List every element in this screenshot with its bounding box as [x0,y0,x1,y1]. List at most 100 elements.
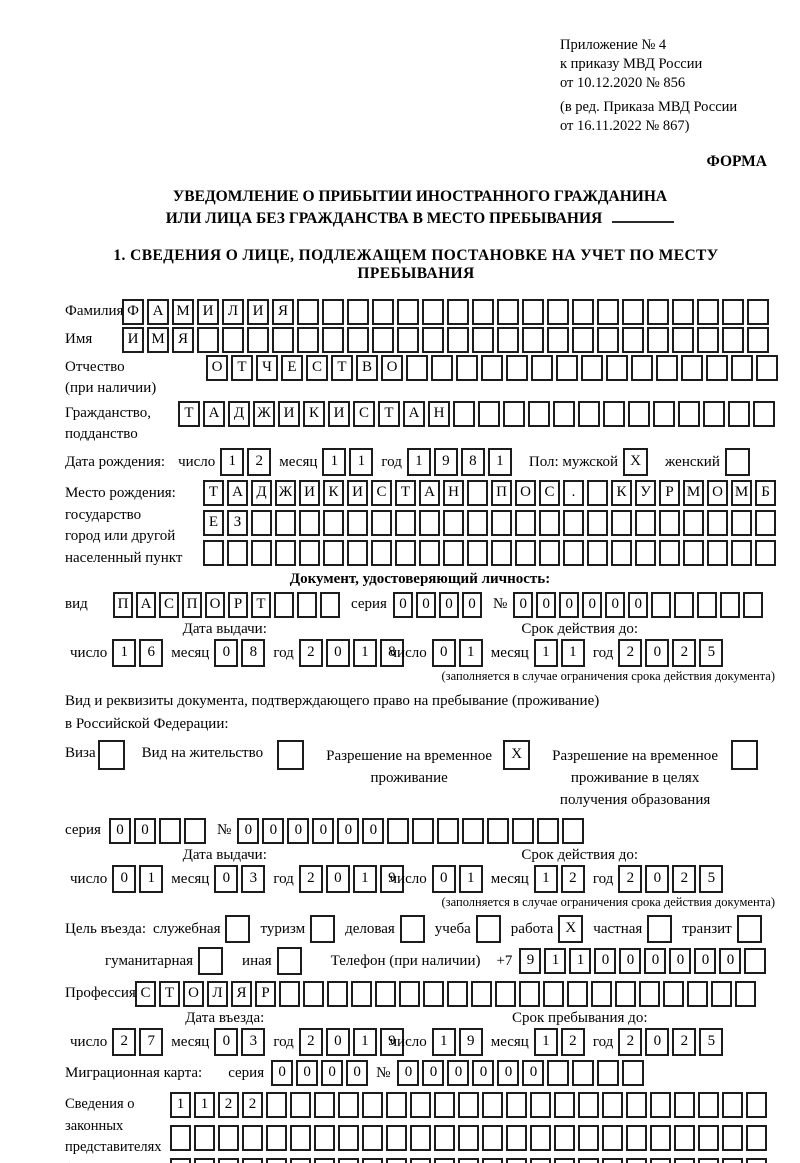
char-cell[interactable]: К [611,480,632,506]
char-cell[interactable] [495,981,516,1007]
day-cell[interactable]: 1 [458,639,483,667]
char-cell[interactable]: 0 [296,1060,319,1086]
month-cell[interactable]: 0 [214,1028,239,1056]
char-cell[interactable] [556,355,578,381]
char-cell[interactable] [755,510,776,536]
char-cell[interactable]: Ч [256,355,278,381]
char-cell[interactable] [322,299,344,325]
char-cell[interactable] [647,299,669,325]
char-cell[interactable] [622,1060,645,1086]
char-cell[interactable] [628,401,650,427]
char-cell[interactable] [530,1158,551,1163]
char-cell[interactable]: О [205,592,225,618]
day-cell[interactable]: 2 [247,448,272,476]
year-cell[interactable]: 0 [325,865,350,893]
char-cell[interactable] [410,1158,431,1163]
year-cell[interactable]: 2 [618,639,643,667]
char-cell[interactable] [299,510,320,536]
char-cell[interactable]: О [515,480,536,506]
char-cell[interactable]: 0 [438,592,459,618]
char-cell[interactable] [159,818,181,844]
month-cell[interactable]: 2 [560,865,585,893]
char-cell[interactable] [587,510,608,536]
char-cell[interactable]: Я [272,299,294,325]
char-cell[interactable]: Р [659,480,680,506]
char-cell[interactable] [279,981,300,1007]
year-cell[interactable]: 5 [699,865,724,893]
char-cell[interactable] [639,981,660,1007]
char-cell[interactable]: Т [378,401,400,427]
char-cell[interactable]: А [227,480,248,506]
month-cell[interactable]: 1 [533,639,558,667]
char-cell[interactable]: 0 [719,948,742,974]
char-cell[interactable] [272,327,294,353]
char-cell[interactable] [242,1125,263,1151]
char-cell[interactable] [672,299,694,325]
char-cell[interactable] [581,355,603,381]
char-cell[interactable] [522,299,544,325]
char-cell[interactable]: М [731,480,752,506]
char-cell[interactable]: М [172,299,194,325]
char-cell[interactable] [506,1092,527,1118]
char-cell[interactable] [395,540,416,566]
sex-male-checkbox[interactable]: X [623,448,649,476]
char-cell[interactable] [626,1158,647,1163]
month-cell[interactable]: 1 [560,639,585,667]
checkbox[interactable] [277,740,305,770]
char-cell[interactable] [755,540,776,566]
year-cell[interactable]: 1 [487,448,512,476]
year-cell[interactable]: 2 [298,1028,323,1056]
char-cell[interactable]: Я [231,981,252,1007]
day-cell[interactable]: 0 [112,865,137,893]
char-cell[interactable]: Т [395,480,416,506]
year-cell[interactable]: 1 [406,448,431,476]
char-cell[interactable] [322,327,344,353]
char-cell[interactable] [562,818,585,844]
char-cell[interactable]: 0 [694,948,717,974]
char-cell[interactable]: И [328,401,350,427]
char-cell[interactable] [635,540,656,566]
char-cell[interactable] [707,510,728,536]
char-cell[interactable]: И [122,327,144,353]
char-cell[interactable]: Д [251,480,272,506]
char-cell[interactable] [197,327,219,353]
char-cell[interactable] [290,1158,311,1163]
year-cell[interactable]: 2 [672,865,697,893]
char-cell[interactable]: С [371,480,392,506]
checkbox[interactable]: X [558,915,584,943]
char-cell[interactable] [467,510,488,536]
char-cell[interactable] [722,327,744,353]
char-cell[interactable] [266,1158,287,1163]
char-cell[interactable] [372,327,394,353]
char-cell[interactable] [387,818,410,844]
char-cell[interactable] [515,540,536,566]
char-cell[interactable] [506,1125,527,1151]
char-cell[interactable]: 0 [605,592,626,618]
checkbox[interactable] [475,915,501,943]
char-cell[interactable]: 9 [519,948,542,974]
char-cell[interactable] [622,299,644,325]
char-cell[interactable]: 0 [109,818,131,844]
char-cell[interactable]: 0 [312,818,335,844]
char-cell[interactable]: К [303,401,325,427]
month-cell[interactable]: 3 [241,1028,266,1056]
checkbox[interactable] [276,947,302,975]
char-cell[interactable]: 0 [346,1060,369,1086]
char-cell[interactable]: 0 [461,592,482,618]
char-cell[interactable] [578,1092,599,1118]
char-cell[interactable]: А [403,401,425,427]
char-cell[interactable] [530,1125,551,1151]
char-cell[interactable] [487,818,510,844]
char-cell[interactable]: О [707,480,728,506]
char-cell[interactable]: А [136,592,156,618]
char-cell[interactable] [635,510,656,536]
char-cell[interactable]: З [227,510,248,536]
char-cell[interactable]: 0 [582,592,603,618]
char-cell[interactable] [597,327,619,353]
char-cell[interactable] [681,355,703,381]
day-cell[interactable]: 0 [431,639,456,667]
char-cell[interactable] [756,355,778,381]
char-cell[interactable]: С [306,355,328,381]
char-cell[interactable] [297,299,319,325]
char-cell[interactable] [251,540,272,566]
